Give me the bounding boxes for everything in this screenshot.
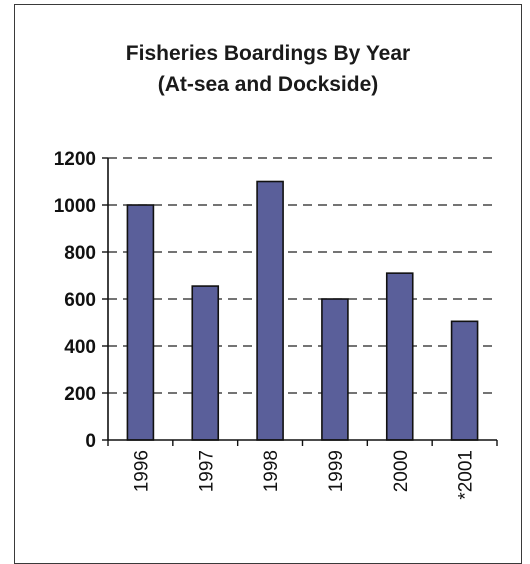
bar-chart: 0 200 400 600 800 1000 1200 1996 1997 1998 1999 200… <box>0 0 530 545</box>
bar <box>192 286 218 440</box>
x-tick-label: 1997 <box>196 450 217 492</box>
bar <box>452 321 478 440</box>
x-tick-label: 2000 <box>391 450 412 492</box>
y-tick-label: 1200 <box>54 149 96 170</box>
bar <box>322 299 348 440</box>
bar <box>387 273 413 440</box>
y-tick-label: 0 <box>85 431 96 452</box>
y-tick-label: 800 <box>64 243 96 264</box>
x-tick-label: 1998 <box>261 450 282 492</box>
x-tick-label: 1999 <box>326 450 347 492</box>
x-tick-label: *2001 <box>456 450 477 500</box>
y-tick-label: 600 <box>64 290 96 311</box>
y-tick-label: 400 <box>64 337 96 358</box>
x-tick-label: 1996 <box>131 450 152 492</box>
bar <box>257 182 283 441</box>
bar <box>127 205 153 440</box>
y-tick-label: 1000 <box>54 196 96 217</box>
y-tick-label: 200 <box>64 384 96 405</box>
